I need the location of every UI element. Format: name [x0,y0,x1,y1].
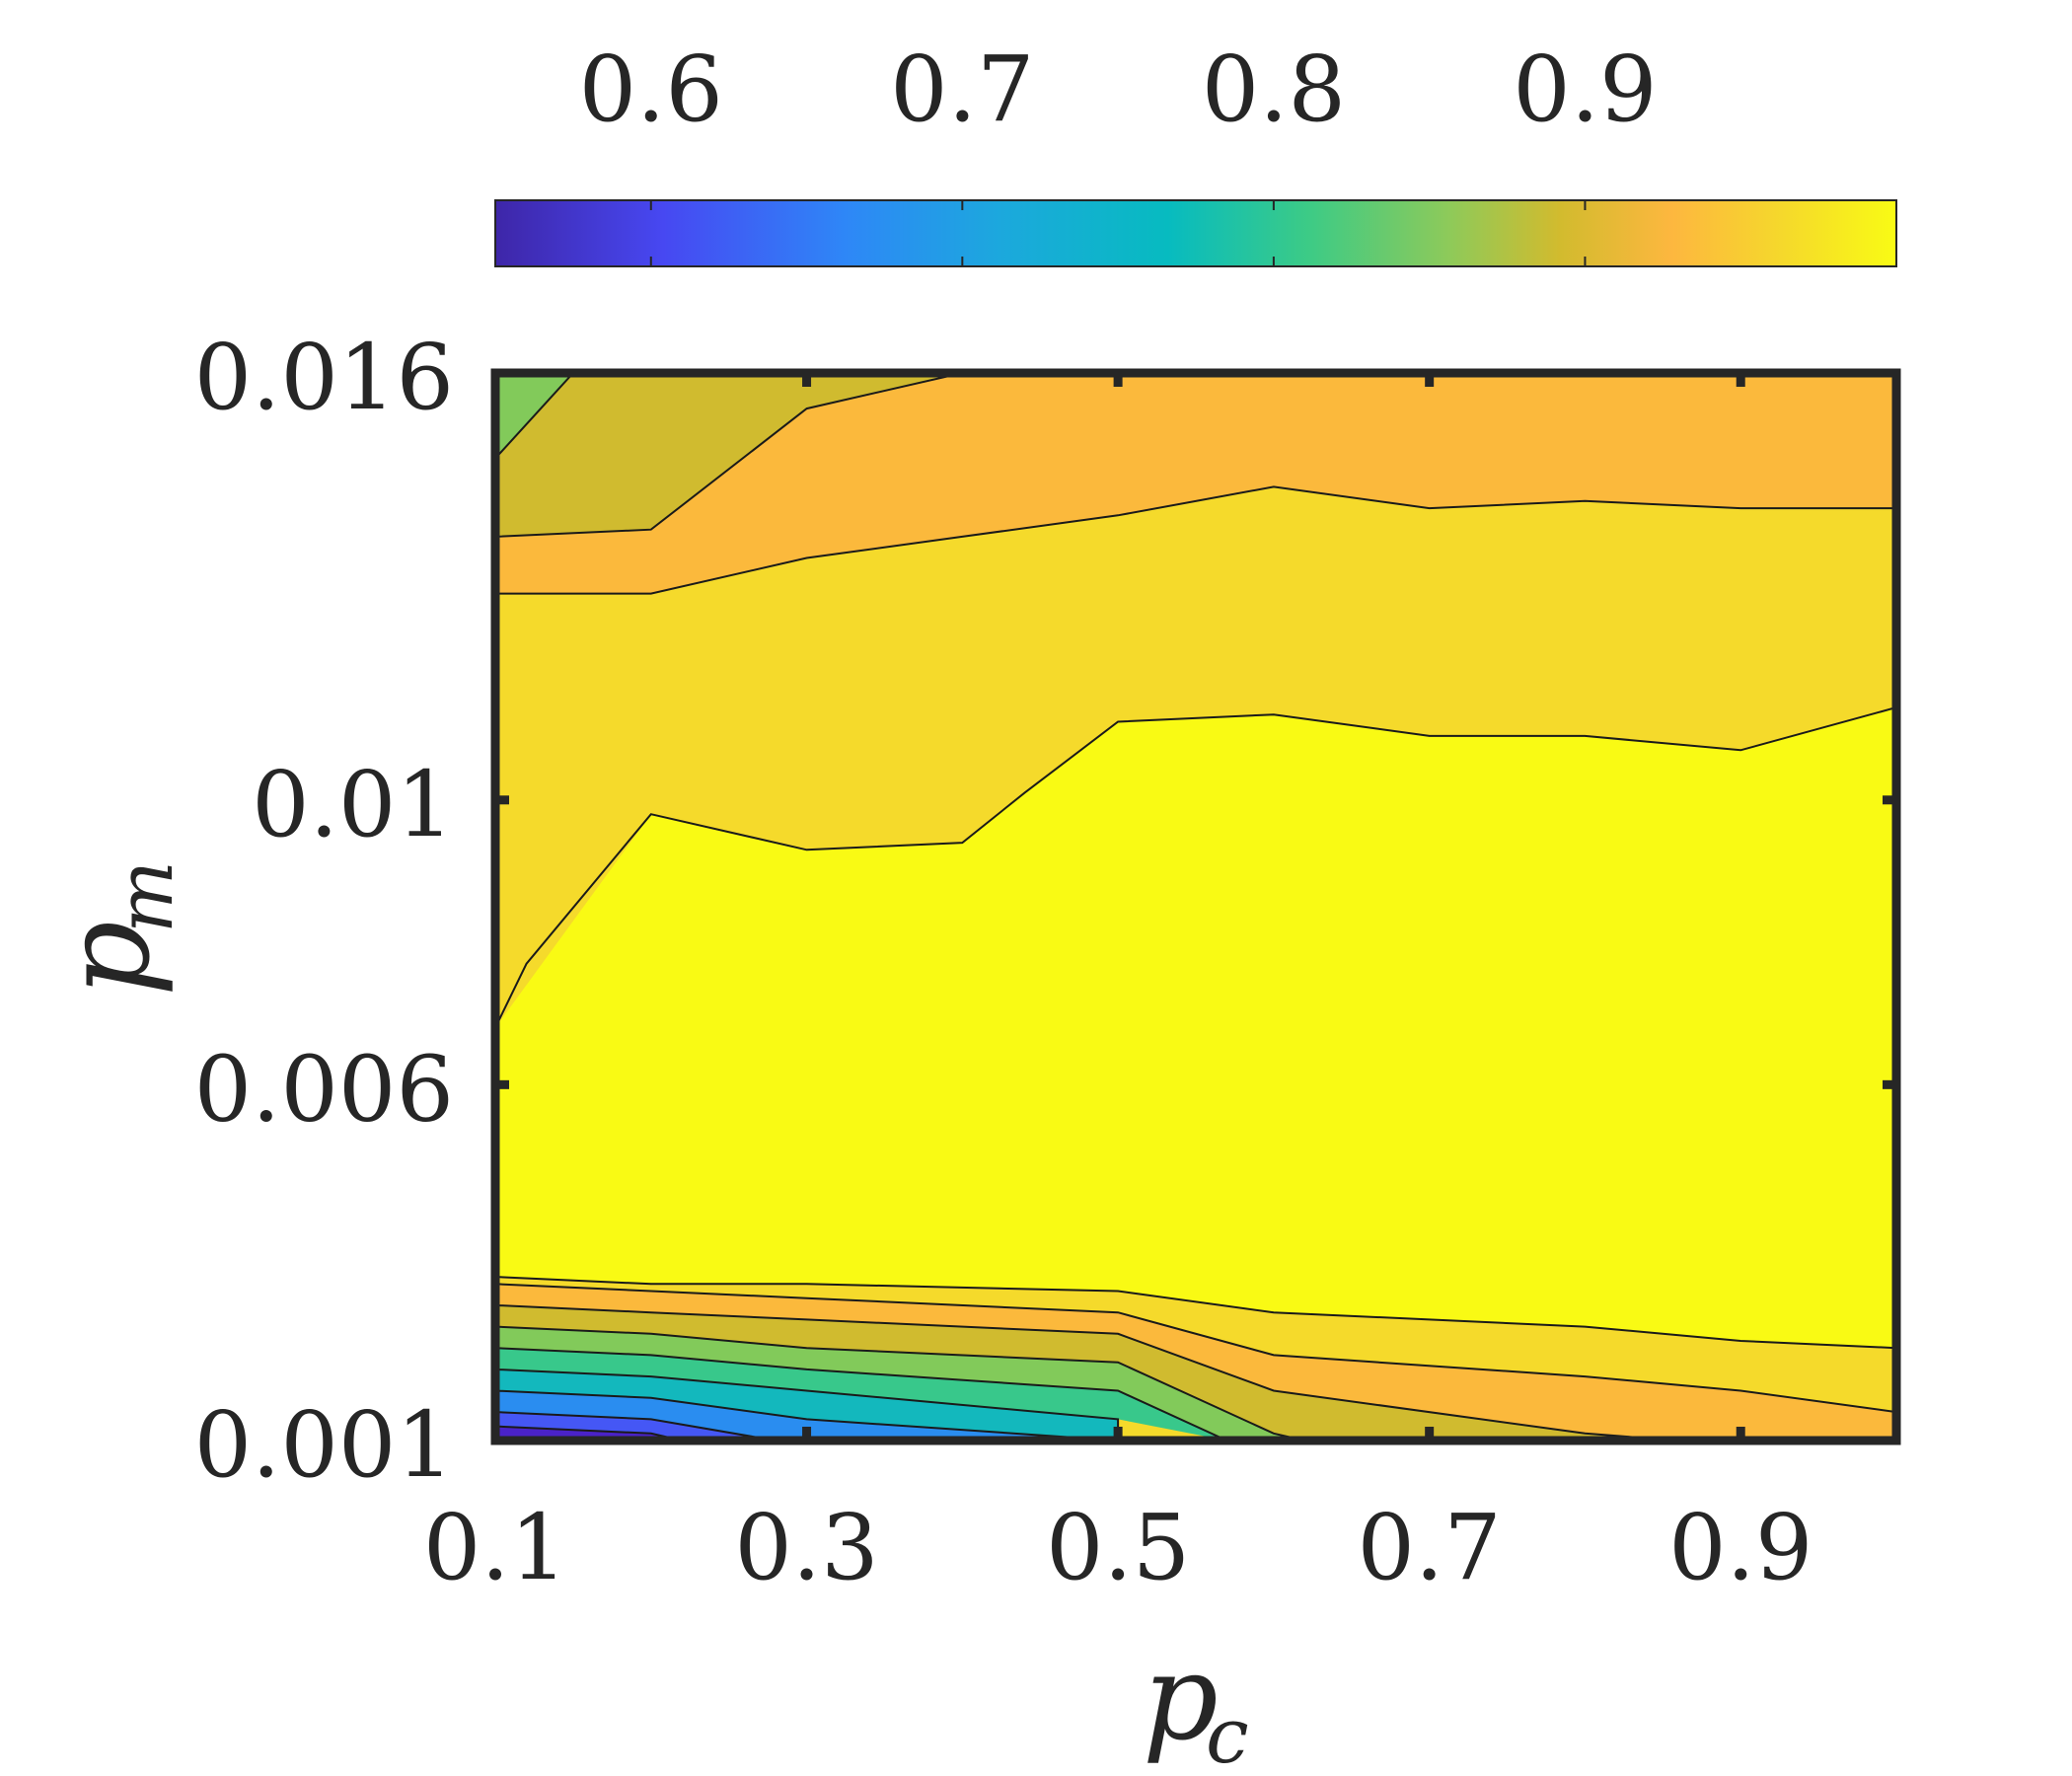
contour-band-9 [495,1348,1227,1441]
contour-line-7 [495,1325,1305,1441]
contour-band-3 [495,486,1896,1028]
colorbar-tick-label: 0.7 [890,37,1034,142]
contour-band-7 [495,1304,1679,1441]
contour-band-11 [495,1390,1119,1441]
x-axis-label-sub: c [1206,1692,1249,1776]
x-tick-label: 0.3 [734,1495,878,1600]
y-tick-label: 0.001 [194,1392,454,1498]
contour-line-10 [495,1389,1119,1441]
contour-band-1 [495,373,963,537]
contour-regions [495,373,1896,1441]
colorbar-tick-label: 0.9 [1513,37,1657,142]
colorbar-tick-labels: 0.6 0.7 0.8 0.9 [579,37,1658,142]
contour-band-5 [495,1277,1896,1413]
x-axis-label-main: p [1143,1630,1219,1767]
y-axis-label-main: p [39,921,177,997]
contour-band-8 [495,1326,1305,1441]
contour-line-1 [495,373,963,538]
colorbar [494,199,1897,267]
x-tick-label: 0.9 [1668,1495,1813,1600]
contour-band-12 [495,1412,776,1441]
contour-line-11 [495,1411,777,1441]
x-axis-tick-labels: 0.1 0.3 0.5 0.7 0.9 [423,1495,1813,1600]
contour-line-3 [495,706,1896,1029]
colorbar-tick-label: 0.8 [1202,37,1346,142]
contour-line-2 [495,485,1896,595]
y-axis-label: p m [39,860,190,997]
y-tick-label: 0.01 [252,752,454,857]
contour-line-0 [495,373,574,460]
y-axis-ticks [495,368,1896,1445]
contour-line-6 [495,1303,1679,1441]
y-tick-label: 0.006 [194,1036,454,1142]
x-tick-label: 0.7 [1358,1495,1502,1600]
y-axis-label-sub: m [102,860,190,933]
x-axis-label: p c [1143,1630,1249,1776]
contour-line-4 [495,1276,1896,1350]
x-tick-label: 0.5 [1046,1495,1190,1600]
contour-line-8 [495,1347,1228,1441]
x-tick-label: 0.1 [423,1495,567,1600]
contour-band-10 [495,1369,1119,1441]
contour-line-9 [495,1368,1120,1441]
plot-frame [490,368,1901,1445]
contour-line-5 [495,1283,1896,1414]
contour-band-4 [495,707,1896,1349]
y-axis-tick-labels: 0.001 0.006 0.01 0.016 [194,325,454,1498]
colorbar-ticks [649,200,1587,266]
contour-lines [495,373,1896,1441]
contour-band-2 [495,373,1896,594]
colorbar-tick-label: 0.6 [579,37,723,142]
y-tick-label: 0.016 [194,325,454,430]
